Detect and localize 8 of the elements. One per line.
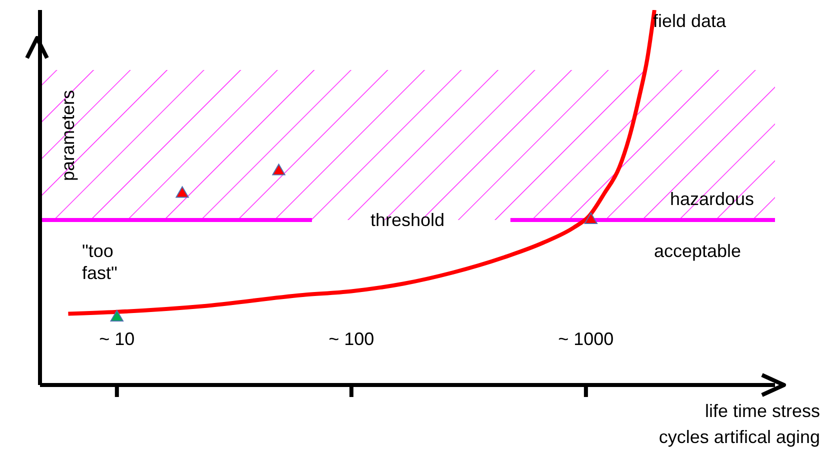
x-tick-label: ~ 100 (328, 329, 374, 349)
y-axis-title: parameters (58, 90, 78, 182)
ref-line-label: threshold (370, 210, 445, 230)
annotation: acceptable (654, 240, 742, 262)
annotation: "too fast" (82, 240, 118, 284)
x-axis-title: life time stress cycles artifical aging (658, 400, 820, 449)
x-tick-label: ~ 10 (99, 329, 135, 349)
x-tick-label: ~ 1000 (558, 329, 614, 349)
